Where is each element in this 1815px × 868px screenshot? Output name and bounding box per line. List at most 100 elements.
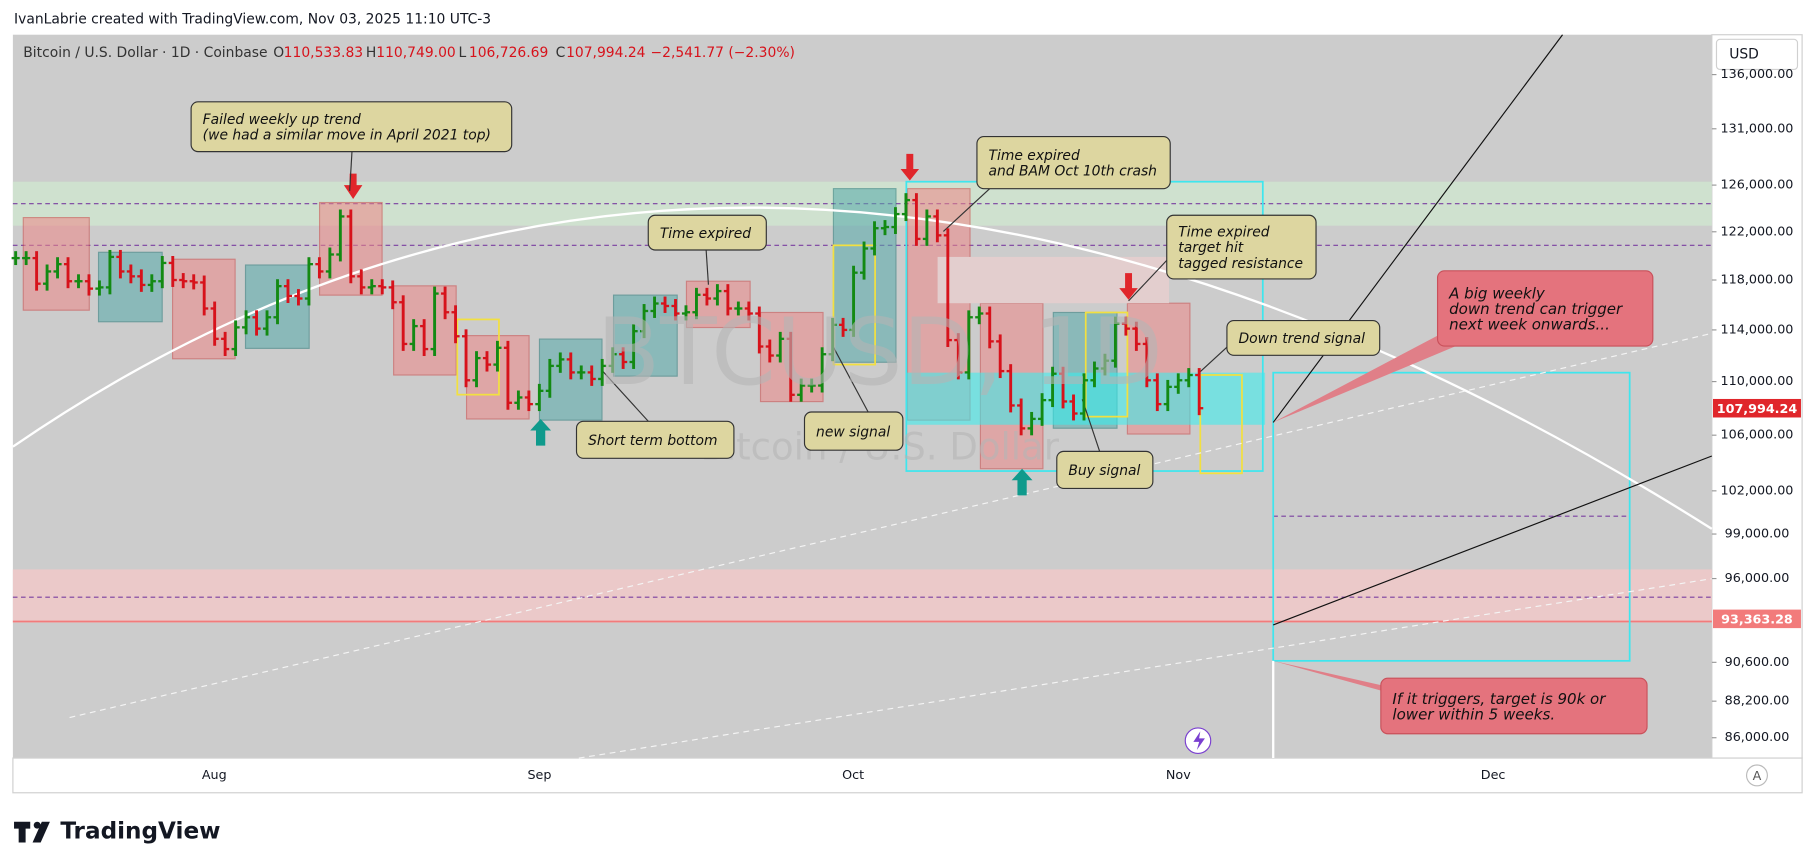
time-box	[832, 244, 876, 366]
watermark-symbol: BTCUSD, 1D	[597, 298, 1163, 406]
time-box	[1084, 311, 1129, 418]
x-tick-label: Dec	[1481, 768, 1506, 783]
y-tick-label: 106,000.00	[1721, 428, 1794, 443]
y-tick-label: 126,000.00	[1721, 178, 1794, 193]
buy-arrow	[530, 418, 552, 446]
callout-text: If it triggers, target is 90k or	[1392, 690, 1606, 708]
leader	[1198, 346, 1228, 374]
callout-text: new signal	[816, 424, 890, 440]
callout-text: lower within 5 weeks.	[1392, 705, 1555, 723]
brand: TradingView	[60, 819, 220, 845]
annotations: Failed weekly up trend(we had a similar …	[190, 101, 1654, 735]
sell-arrow	[343, 173, 363, 200]
leader	[1128, 260, 1168, 302]
note-callout	[803, 411, 904, 451]
callout-text: Time expired	[1178, 225, 1269, 241]
callout-text: Time expired	[989, 148, 1080, 164]
price-bars	[11, 193, 1204, 436]
note-callout	[647, 214, 767, 251]
dashed-channel	[578, 578, 1712, 759]
legend-key: O	[273, 45, 284, 61]
tv-logo	[14, 821, 50, 843]
auto-scale-button[interactable]	[1745, 764, 1768, 787]
callout-text: Short term bottom	[588, 433, 717, 449]
trend-line	[1273, 455, 1713, 626]
x-tick-label: Nov	[1166, 768, 1191, 783]
callout-text: down trend can trigger	[1449, 300, 1623, 318]
y-tick-label: 131,000.00	[1721, 121, 1794, 136]
ai-icon-bolt	[1193, 731, 1205, 750]
note-callout	[976, 135, 1171, 190]
support-zone	[12, 569, 1712, 623]
note-callout	[1226, 320, 1381, 356]
x-tick-label: Sep	[527, 768, 551, 783]
logo-mark	[14, 821, 31, 843]
box	[937, 256, 1170, 304]
leader	[832, 346, 869, 413]
callout-text: Failed weekly up trend	[203, 112, 361, 128]
legend-value: 107,994.24	[566, 45, 646, 61]
price-badge-label: 107,994.24	[1717, 402, 1798, 417]
callout-text: and BAM Oct 10th crash	[989, 164, 1157, 180]
legend-value: 110,749.00	[376, 45, 455, 61]
logo-mark	[33, 821, 41, 829]
callout-text: A big weekly	[1448, 284, 1546, 302]
y-tick-label: 99,000.00	[1725, 527, 1790, 542]
currency-label: USD	[1729, 46, 1759, 62]
callout-pointer	[1273, 660, 1395, 695]
note-callout	[1166, 214, 1317, 280]
author-line: IvanLabrie created with TradingView.com,…	[14, 12, 491, 28]
note-callout	[1056, 450, 1154, 489]
note-callout	[190, 101, 513, 153]
y-tick-label: 88,200.00	[1725, 694, 1790, 709]
callout-text: next week onwards...	[1449, 316, 1610, 334]
y-tick-label: 86,000.00	[1725, 730, 1790, 745]
price-badge	[1713, 609, 1801, 629]
y-tick-label: 118,000.00	[1721, 273, 1794, 288]
legend-key: L	[458, 45, 466, 61]
leader	[601, 369, 649, 422]
callout-text: Down trend signal	[1238, 331, 1365, 347]
x-tick-label: Aug	[202, 768, 227, 783]
time-axis	[12, 757, 1803, 794]
time-box	[1199, 374, 1243, 475]
legend-symbol: Bitcoin / U.S. Dollar · 1D · Coinbase	[23, 45, 267, 61]
leader	[349, 151, 353, 191]
y-tick-label: 90,600.00	[1725, 655, 1790, 670]
y-tick-label: 122,000.00	[1721, 224, 1794, 239]
y-tick-label: 136,000.00	[1721, 67, 1794, 82]
callout-text: (we had a similar move in April 2021 top…	[203, 128, 491, 144]
callout-leaders	[349, 151, 1228, 452]
x-tick-label: Oct	[842, 768, 864, 783]
note-callout	[575, 420, 735, 459]
currency-button[interactable]	[1715, 38, 1799, 71]
y-tick-label: 102,000.00	[1721, 483, 1794, 498]
legend-value: 106,726.69	[469, 45, 548, 61]
plot-area	[12, 34, 1712, 759]
time-box	[456, 318, 500, 396]
legend-change: −2,541.77 (−2.30%)	[651, 45, 795, 61]
price-axis	[1711, 34, 1803, 759]
alert-callout	[1380, 677, 1648, 735]
sell-arrow	[1119, 273, 1138, 300]
sell-arrow	[900, 153, 920, 181]
legend-key: C	[556, 45, 566, 61]
y-tick-label: 96,000.00	[1725, 571, 1790, 586]
alert-callout	[1436, 270, 1654, 347]
leader	[942, 188, 991, 232]
price-badge	[1713, 398, 1801, 418]
legend-value: 110,533.83	[284, 45, 363, 61]
logo-mark	[32, 821, 50, 843]
price-badge-label: 93,363.28	[1721, 613, 1793, 628]
buy-arrow	[1011, 468, 1033, 496]
callout-text: Time expired	[660, 226, 751, 242]
legend-key: H	[366, 45, 376, 61]
y-tick-label: 114,000.00	[1721, 322, 1794, 337]
callout-text: tagged resistance	[1178, 256, 1303, 272]
auto-scale-label: A	[1753, 769, 1762, 784]
target-box	[1272, 371, 1631, 662]
callout-text: Buy signal	[1068, 463, 1140, 479]
